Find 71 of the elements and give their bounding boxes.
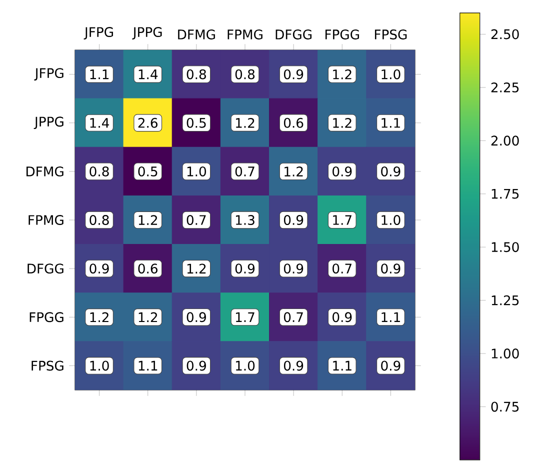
data-label: 1.0 <box>382 69 400 80</box>
data-label: 0.8 <box>90 215 109 225</box>
data-label: 1.1 <box>382 118 400 128</box>
color-bar-label: 1.50 <box>492 242 519 252</box>
y-tick-label: DFGG <box>28 264 64 274</box>
color-bar-label: 1.00 <box>492 348 519 359</box>
data-label: 0.9 <box>284 69 304 80</box>
data-label: 0.7 <box>186 215 206 225</box>
data-label: 1.4 <box>138 69 158 80</box>
data-label: 1.0 <box>382 215 400 225</box>
x-tick-label: FPMG <box>228 29 262 40</box>
data-label: 0.9 <box>381 360 400 371</box>
data-label: 1.2 <box>333 118 352 128</box>
color-bar-label: 1.25 <box>492 295 519 306</box>
data-label: 0.8 <box>235 69 255 80</box>
data-label: 0.9 <box>186 360 206 371</box>
data-label: 1.1 <box>333 360 352 371</box>
data-label: 1.4 <box>90 118 110 128</box>
x-tick-label: FPSG <box>374 29 407 40</box>
data-label: 1.7 <box>236 312 254 322</box>
data-label: 0.9 <box>235 264 255 274</box>
data-label: 1.1 <box>382 312 400 322</box>
data-label: 0.6 <box>138 264 158 274</box>
x-tick-label: DFMG <box>178 29 215 40</box>
data-label: 0.9 <box>381 166 400 176</box>
data-label: 0.9 <box>332 312 352 322</box>
data-label: 0.9 <box>284 215 304 225</box>
y-tick-label: FPMG <box>28 215 64 225</box>
data-label: 1.2 <box>236 118 254 128</box>
data-label: 0.7 <box>332 264 352 274</box>
data-label: 1.1 <box>90 69 109 80</box>
data-label: 1.0 <box>187 166 206 176</box>
data-label: 1.2 <box>138 312 157 322</box>
x-tick-label: DFGG <box>276 29 312 40</box>
color-bar-label: 0.75 <box>491 402 519 412</box>
data-label: 0.5 <box>186 118 206 128</box>
x-tick-label: JFPG <box>84 27 113 40</box>
color-bar-label: 2.25 <box>491 82 519 92</box>
data-label: 1.7 <box>333 215 352 225</box>
data-label: 1.2 <box>90 312 108 322</box>
data-label: 0.9 <box>186 312 206 322</box>
x-tick-label: FPGG <box>325 29 359 40</box>
data-label: 0.6 <box>284 118 304 128</box>
data-label: 1.2 <box>333 69 352 80</box>
data-label: 0.8 <box>186 69 206 80</box>
data-label: 1.1 <box>138 360 158 371</box>
data-label: 0.9 <box>381 264 400 274</box>
data-label: 0.7 <box>284 312 303 322</box>
color-bar-label: 2.00 <box>491 136 519 146</box>
data-label: 0.9 <box>284 360 304 371</box>
y-tick-label: JPPG <box>34 116 64 130</box>
y-tick-label: FPGG <box>30 312 64 322</box>
data-label: 1.2 <box>284 166 303 176</box>
data-label: 0.9 <box>332 166 352 176</box>
data-label: 1.2 <box>138 215 157 225</box>
data-label: 0.9 <box>90 264 109 274</box>
data-label: 0.5 <box>138 166 158 176</box>
x-tick-label: JPPG <box>132 27 162 40</box>
data-label: 0.9 <box>284 264 304 274</box>
data-label: 1.0 <box>90 360 109 371</box>
data-label: 2.6 <box>138 118 158 128</box>
data-label: 0.8 <box>90 166 109 176</box>
data-label: 1.0 <box>236 360 255 371</box>
y-tick-label: FPSG <box>32 360 64 371</box>
color-bar-label: 2.50 <box>491 29 519 40</box>
y-tick-label: DFMG <box>26 166 64 176</box>
y-tick-label: JFPG <box>34 68 64 80</box>
data-label: 0.7 <box>235 166 254 176</box>
data-label: 1.3 <box>236 215 254 225</box>
data-label: 1.2 <box>187 264 206 274</box>
color-bar-label: 1.75 <box>492 188 519 199</box>
